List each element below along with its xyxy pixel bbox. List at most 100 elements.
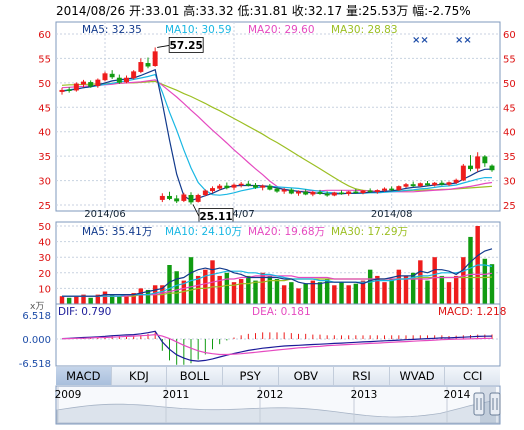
price-legend: MA5: 32.35 MA10: 30.59 MA20: 29.60 MA30: 28… xyxy=(82,24,398,36)
tab-macd[interactable]: MACD xyxy=(56,367,112,385)
tab-boll[interactable]: BOLL xyxy=(167,367,223,385)
volume-tick-label: 20 xyxy=(38,269,51,280)
price-tick-label: 50 xyxy=(503,79,516,90)
volume-axis: 10 20 30 40 50 xyxy=(38,222,51,295)
candle-body xyxy=(468,165,473,170)
volume-bar xyxy=(260,272,265,304)
volume-bar xyxy=(246,275,251,304)
dividend-marker-icon[interactable]: ×× xyxy=(412,35,429,46)
volume-bar xyxy=(303,283,308,304)
navigator-year-label: 2012 xyxy=(257,389,284,401)
price-legend-ma5: MA5: 32.35 xyxy=(82,24,142,36)
volume-bar xyxy=(432,257,437,304)
macd-dea-line xyxy=(62,333,493,356)
tab-rsi[interactable]: RSI xyxy=(334,367,390,385)
candle-body xyxy=(346,191,352,195)
candle-body xyxy=(439,182,445,185)
price-panel-frame xyxy=(55,21,501,212)
candle-body xyxy=(432,182,438,186)
dividend-marker-icon[interactable]: ×× xyxy=(455,35,472,46)
volume-bar xyxy=(131,293,136,304)
candle-body xyxy=(174,198,180,202)
high-value: 33.32 xyxy=(199,4,234,18)
candle-body xyxy=(109,73,115,78)
candle-body xyxy=(116,77,122,83)
volume-bar xyxy=(174,271,179,304)
macd-dif-line xyxy=(61,330,493,362)
navigator-left-handle[interactable] xyxy=(473,392,485,416)
price-legend-ma30: MA30: 28.83 xyxy=(331,24,398,36)
candle-body xyxy=(59,89,65,92)
price-tick-label: 45 xyxy=(38,103,51,114)
candle-body xyxy=(217,185,223,189)
macd-tick-label: 6.518 xyxy=(22,311,51,322)
volume-moving-averages xyxy=(62,248,493,297)
volume-bar xyxy=(403,275,409,304)
volume-bar xyxy=(289,282,294,304)
volume-label: 量: xyxy=(345,4,362,18)
date-tick-label: 2014/07 xyxy=(213,209,255,220)
volume-bar xyxy=(117,296,122,304)
tab-obv[interactable]: OBV xyxy=(278,367,335,385)
volume-bar xyxy=(367,269,373,304)
candle-body xyxy=(475,156,481,169)
candle-body xyxy=(253,185,258,188)
candle-body xyxy=(238,183,244,186)
volume-bar xyxy=(181,280,187,304)
volume-bar xyxy=(332,285,337,304)
volume-tick-label: 50 xyxy=(38,222,51,233)
volume-bar xyxy=(102,291,108,304)
volume-bar xyxy=(217,275,222,304)
candle-body xyxy=(281,189,287,192)
volume-bar xyxy=(296,288,301,304)
navigator-year-label: 2011 xyxy=(163,389,190,401)
price-legend-ma10: MA10: 30.59 xyxy=(165,24,232,36)
volume-bar xyxy=(346,285,351,304)
tab-kdj[interactable]: KDJ xyxy=(111,367,168,385)
macd-legend-dif: DIF: 0.790 xyxy=(58,306,111,318)
candle-body xyxy=(124,77,129,83)
candle-body xyxy=(324,193,330,196)
volume-bar xyxy=(145,289,151,304)
dividend-markers: ×× ×× xyxy=(412,35,472,46)
price-tick-label: 30 xyxy=(503,177,516,188)
date-tick-label: 2014/08 xyxy=(371,209,413,220)
candle-body xyxy=(425,183,430,186)
candle-body xyxy=(460,165,466,181)
candle-body xyxy=(138,62,144,72)
candle-body xyxy=(231,184,237,188)
volume-bar xyxy=(74,296,79,304)
volume-bar xyxy=(138,288,144,304)
tab-wvad[interactable]: WVAD xyxy=(389,367,446,385)
candle-body xyxy=(210,188,215,192)
candle-body xyxy=(374,190,380,193)
quote-header: 2014/08/26 开:33.01 高:33.32 低:31.81 收:32.… xyxy=(56,2,471,19)
navigator-year-label: 2013 xyxy=(351,389,378,401)
volume-bar xyxy=(124,296,129,304)
navigator-right-handle[interactable] xyxy=(489,392,501,416)
price-legend-ma20: MA20: 29.60 xyxy=(248,24,315,36)
candle-body xyxy=(489,165,495,171)
volume-legend: MA5: 35.41万 MA10: 24.10万 MA20: 19.68万 MA30:… xyxy=(82,226,408,238)
price-date-axis: 2014/06 2014/07 2014/08 xyxy=(84,209,412,220)
tab-psy[interactable]: PSY xyxy=(222,367,279,385)
price-tick-label: 40 xyxy=(38,128,51,139)
volume-value: 25.53万 xyxy=(361,4,409,18)
price-grid xyxy=(56,22,500,211)
price-tick-label: 60 xyxy=(38,30,51,41)
candlesticks xyxy=(59,47,495,205)
low-value: 31.81 xyxy=(253,4,288,18)
change-label: 幅: xyxy=(412,4,429,18)
volume-bar xyxy=(353,283,359,304)
close-value: 32.17 xyxy=(307,4,343,18)
tab-cci[interactable]: CCI xyxy=(445,367,500,385)
volume-bar xyxy=(425,280,430,304)
volume-bar xyxy=(389,279,394,304)
candle-body xyxy=(88,82,94,87)
volume-legend-ma30: MA30: 17.29万 xyxy=(331,226,408,238)
volume-bar xyxy=(461,257,466,304)
candle-body xyxy=(296,191,301,194)
candle-body xyxy=(66,89,72,91)
annotation-label: 25.11 xyxy=(199,211,232,223)
